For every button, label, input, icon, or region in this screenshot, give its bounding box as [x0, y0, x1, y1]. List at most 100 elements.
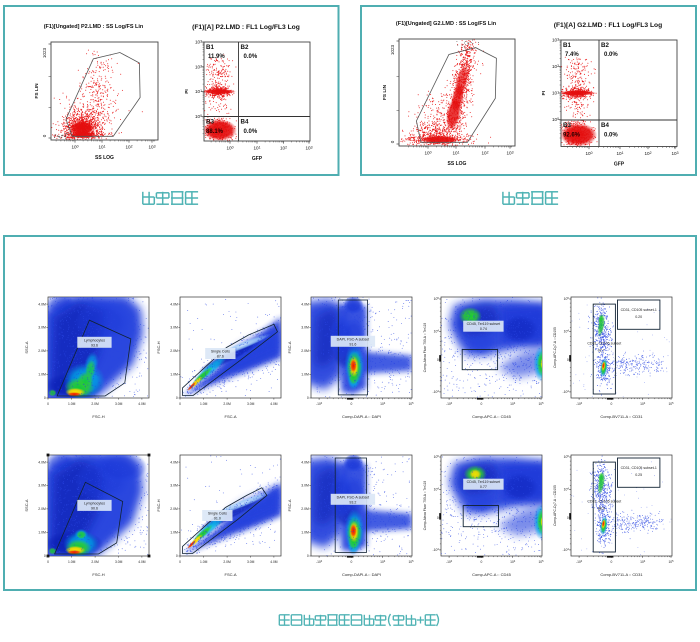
svg-text:-104: -104 [576, 402, 583, 406]
svg-text:CD31, CD105 subset: CD31, CD105 subset [587, 500, 621, 504]
svg-text:104: 104 [434, 329, 440, 334]
svg-text:Comp-BV711-A :: CD31: Comp-BV711-A :: CD31 [600, 572, 643, 577]
svg-text:2.0M: 2.0M [223, 560, 231, 564]
svg-text:103: 103 [671, 151, 678, 156]
svg-text:105: 105 [434, 296, 440, 301]
svg-text:1.0M: 1.0M [68, 402, 76, 406]
svg-text:GFP: GFP [252, 156, 263, 162]
svg-text:1.0M: 1.0M [38, 531, 46, 535]
svg-text:B3: B3 [563, 122, 571, 129]
svg-text:3.0M: 3.0M [247, 402, 255, 406]
svg-text:104: 104 [380, 560, 386, 564]
svg-text:4.0M: 4.0M [301, 302, 309, 306]
svg-text:1.0M: 1.0M [38, 373, 46, 377]
svg-text:-104: -104 [576, 560, 583, 564]
svg-text:105: 105 [564, 454, 570, 459]
svg-text:0.0%: 0.0% [604, 52, 618, 58]
svg-text:100: 100 [424, 151, 431, 156]
svg-text:4.0M: 4.0M [170, 460, 178, 464]
svg-text:105: 105 [668, 402, 674, 406]
svg-text:105: 105 [668, 560, 674, 564]
svg-text:91.0: 91.0 [214, 517, 221, 521]
svg-text:0: 0 [307, 554, 309, 558]
svg-text:FSC-A: FSC-A [287, 499, 292, 511]
svg-text:Single Cells: Single Cells [208, 512, 227, 516]
svg-text:B1: B1 [206, 44, 214, 51]
svg-text:0: 0 [390, 140, 395, 143]
svg-text:SSC-A: SSC-A [24, 341, 29, 354]
svg-text:0: 0 [480, 402, 482, 406]
svg-text:DAPI, FSC-A subset: DAPI, FSC-A subset [337, 337, 370, 341]
svg-text:103: 103 [148, 145, 155, 150]
svg-text:-104: -104 [562, 547, 569, 552]
svg-text:3.0M: 3.0M [247, 560, 255, 564]
svg-text:0: 0 [179, 560, 181, 564]
svg-text:B2: B2 [601, 42, 609, 49]
svg-text:0.0%: 0.0% [604, 133, 618, 139]
svg-text:1.0M: 1.0M [200, 560, 208, 564]
svg-text:101: 101 [98, 145, 105, 150]
svg-text:93.2: 93.2 [349, 500, 356, 504]
svg-text:Comp-BV711-A :: CD31: Comp-BV711-A :: CD31 [600, 414, 643, 419]
svg-text:Lymphocytes: Lymphocytes [84, 501, 105, 505]
svg-text:FSC-H: FSC-H [92, 414, 104, 419]
svg-text:104: 104 [640, 402, 646, 406]
svg-text:105: 105 [538, 560, 544, 564]
svg-text:Comp-Alexa Fluor 700-A :: Ter1: Comp-Alexa Fluor 700-A :: Ter119 [423, 481, 427, 531]
svg-text:104: 104 [564, 329, 570, 334]
svg-text:4.0M: 4.0M [138, 560, 146, 564]
svg-text:4.0M: 4.0M [301, 460, 309, 464]
svg-text:B3: B3 [206, 119, 214, 126]
svg-text:Single Cells: Single Cells [211, 350, 230, 354]
svg-text:(F1)[Ungated] P2.LMD : SS Log/: (F1)[Ungated] P2.LMD : SS Log/FS Lin [44, 24, 144, 30]
svg-text:4.0M: 4.0M [38, 302, 46, 306]
svg-text:103: 103 [195, 40, 202, 45]
svg-text:SS LOG: SS LOG [448, 161, 467, 167]
svg-text:1.0M: 1.0M [68, 560, 76, 564]
svg-text:PI: PI [184, 89, 190, 94]
svg-text:-104: -104 [446, 402, 453, 406]
svg-text:102: 102 [280, 146, 287, 151]
svg-text:CD45, Ter119 subset: CD45, Ter119 subset [467, 322, 500, 326]
svg-text:2.0M: 2.0M [301, 349, 309, 353]
svg-text:3.0M: 3.0M [38, 484, 46, 488]
svg-text:104: 104 [510, 560, 516, 564]
svg-text:Comp-APC-Cy7-A :: CD105: Comp-APC-Cy7-A :: CD105 [553, 327, 557, 368]
svg-text:2.0M: 2.0M [170, 507, 178, 511]
svg-text:FSC-H: FSC-H [92, 572, 104, 577]
svg-text:CD31, CD105 subset-1: CD31, CD105 subset-1 [621, 308, 657, 312]
svg-text:102: 102 [125, 145, 132, 150]
svg-text:0: 0 [350, 560, 352, 564]
svg-text:105: 105 [434, 454, 440, 459]
svg-text:-104: -104 [316, 402, 323, 406]
svg-text:87.6: 87.6 [217, 355, 224, 359]
svg-text:4.0M: 4.0M [38, 460, 46, 464]
svg-text:101: 101 [253, 146, 260, 151]
svg-text:(F1)[A] P2.LMD : FL1 Log/FL3 L: (F1)[A] P2.LMD : FL1 Log/FL3 Log [192, 24, 300, 31]
svg-text:0: 0 [350, 402, 352, 406]
svg-text:Comp-DAPI-A :: DAPI: Comp-DAPI-A :: DAPI [342, 414, 381, 419]
svg-text:0: 0 [47, 402, 49, 406]
svg-text:(F1)[Ungated] G2.LMD : SS Log/: (F1)[Ungated] G2.LMD : SS Log/FS Lin [396, 21, 497, 27]
svg-text:100: 100 [71, 145, 78, 150]
svg-text:3.0M: 3.0M [301, 484, 309, 488]
svg-text:2.0M: 2.0M [223, 402, 231, 406]
svg-text:1023: 1023 [42, 47, 47, 58]
svg-text:0.0%: 0.0% [244, 54, 258, 60]
svg-text:FSC-H: FSC-H [156, 341, 161, 353]
svg-text:4.0M: 4.0M [138, 402, 146, 406]
svg-text:1.0M: 1.0M [200, 402, 208, 406]
svg-text:2.0M: 2.0M [38, 507, 46, 511]
svg-text:102: 102 [481, 151, 488, 156]
svg-text:104: 104 [510, 402, 516, 406]
svg-text:104: 104 [564, 487, 570, 492]
svg-text:SSC-A: SSC-A [24, 499, 29, 512]
svg-text:FSC-A: FSC-A [225, 572, 237, 577]
svg-text:FSC-A: FSC-A [287, 341, 292, 353]
svg-text:88.9: 88.9 [598, 507, 605, 511]
svg-text:-104: -104 [446, 560, 453, 564]
svg-text:-104: -104 [432, 547, 439, 552]
svg-text:105: 105 [538, 402, 544, 406]
svg-text:105: 105 [408, 402, 414, 406]
svg-text:Comp-DAPI-A :: DAPI: Comp-DAPI-A :: DAPI [342, 572, 381, 577]
